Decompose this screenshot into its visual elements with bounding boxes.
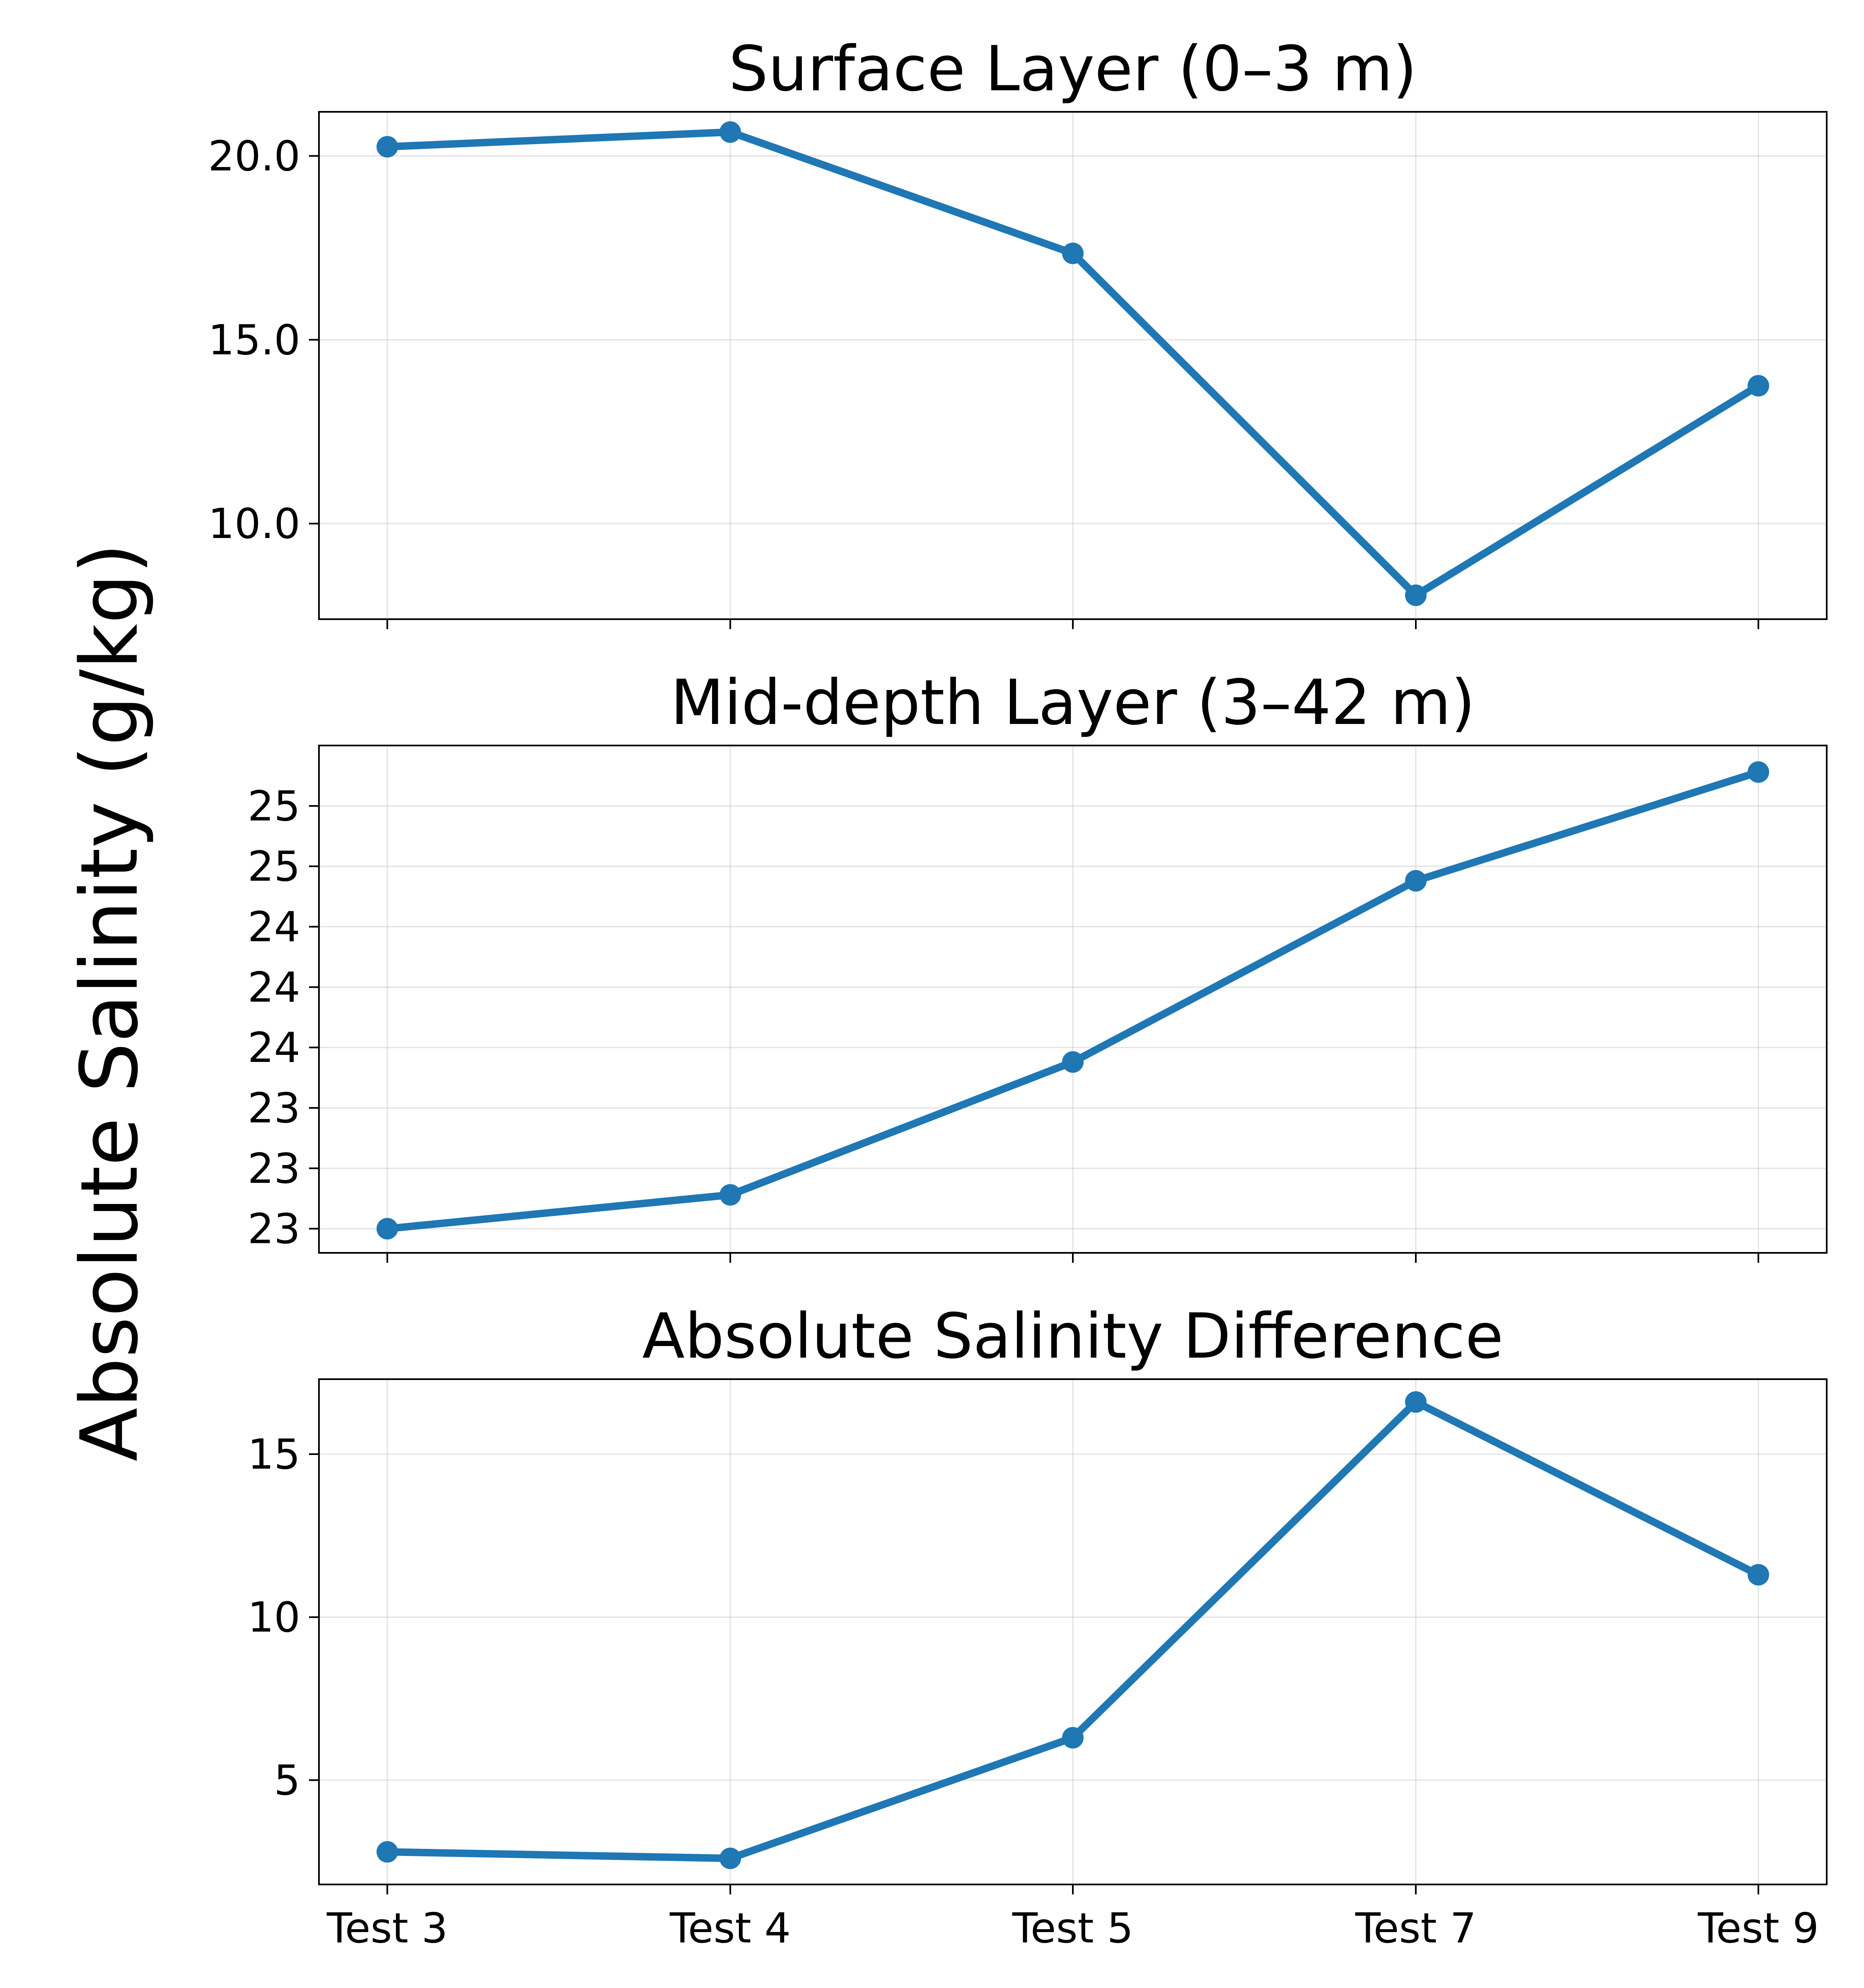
x-tick-label: Test 3 (326, 1904, 448, 1952)
data-point (1062, 1727, 1084, 1749)
y-tick-label: 24 (248, 1023, 300, 1072)
y-tick-label: 24 (248, 963, 300, 1011)
subplot-title: Mid-depth Layer (3–42 m) (671, 667, 1475, 739)
y-tick-label: 5 (274, 1756, 300, 1805)
y-tick-label: 23 (248, 1144, 300, 1193)
data-point (377, 136, 398, 158)
subplot-title: Absolute Salinity Difference (642, 1300, 1503, 1373)
y-tick-label: 20.0 (208, 132, 300, 181)
x-tick-label: Test 5 (1012, 1904, 1133, 1952)
data-point (377, 1841, 398, 1863)
y-tick-label: 10 (248, 1593, 300, 1642)
y-tick-label: 15 (248, 1430, 300, 1479)
data-point (1748, 375, 1769, 397)
data-point (1062, 242, 1084, 264)
y-tick-label: 10.0 (208, 499, 300, 548)
subplot-title: Surface Layer (0–3 m) (729, 33, 1417, 105)
subplot-3: Absolute Salinity Difference 5 10 15 Test 3 T… (248, 1300, 1828, 1952)
x-tick-label: Test 4 (669, 1904, 791, 1952)
x-tick-label: Test 9 (1697, 1904, 1819, 1952)
y-axis-label: Absolute Salinity (g/kg) (64, 543, 155, 1461)
data-point (1748, 1564, 1769, 1586)
data-point (720, 121, 741, 143)
data-point (1062, 1051, 1084, 1073)
subplots: Surface Layer (0–3 m) 10.0 15.0 20.0 Mid-dep… (208, 33, 1828, 1952)
y-tick-label: 24 (248, 903, 300, 951)
data-point (720, 1848, 741, 1870)
subplot-2: Mid-depth Layer (3–42 m) 23 23 23 24 24 24 25 25 (248, 667, 1828, 1263)
y-tick-label: 23 (248, 1205, 300, 1253)
data-point (1748, 761, 1769, 783)
subplot-1: Surface Layer (0–3 m) 10.0 15.0 20.0 (208, 33, 1828, 629)
y-tick-label: 15.0 (208, 316, 300, 364)
y-tick-label: 25 (248, 842, 300, 891)
data-point (1405, 584, 1427, 606)
data-point (720, 1184, 741, 1206)
data-point (1405, 870, 1427, 892)
data-point (377, 1218, 398, 1240)
x-tick-label: Test 7 (1355, 1904, 1476, 1952)
data-point (1405, 1391, 1427, 1413)
y-tick-label: 23 (248, 1084, 300, 1132)
y-tick-label: 25 (248, 782, 300, 830)
